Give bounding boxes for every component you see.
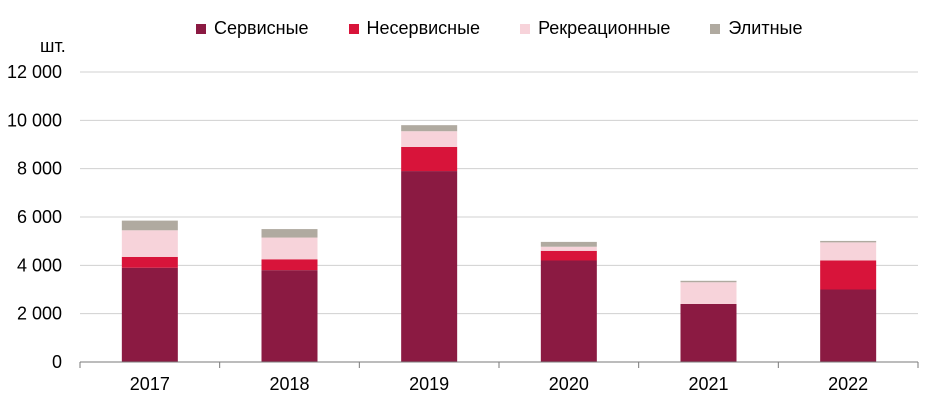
bar-segment — [121, 256, 178, 268]
legend-label: Рекреационные — [538, 18, 671, 38]
legend-label: Сервисные — [214, 18, 309, 38]
bar-segment — [540, 260, 597, 362]
y-tick-label: 12 000 — [7, 62, 62, 82]
legend-label: Несервисные — [366, 18, 481, 38]
bar-segment — [540, 241, 597, 247]
bar-segment — [820, 289, 877, 362]
bar-segment — [401, 146, 458, 172]
bar-segment — [261, 259, 318, 271]
bar-segment — [401, 125, 458, 132]
y-axis-unit-label: шт. — [40, 36, 66, 56]
bar-segment — [261, 237, 318, 260]
bar-segment — [121, 220, 178, 231]
bar-segment — [540, 250, 597, 261]
x-tick-label: 2021 — [688, 374, 728, 394]
x-tick-label: 2019 — [409, 374, 449, 394]
legend-swatch — [710, 23, 721, 34]
bar-segment — [121, 267, 178, 362]
bar-segment — [680, 282, 737, 304]
y-tick-label: 4 000 — [17, 255, 62, 275]
x-tick-label: 2020 — [549, 374, 589, 394]
legend-swatch — [520, 23, 531, 34]
bar-segment — [261, 229, 318, 238]
y-tick-label: 8 000 — [17, 159, 62, 179]
y-tick-label: 0 — [52, 352, 62, 372]
legend-item: Элитные — [710, 18, 802, 39]
axes: 2017 2018 2019 2020 2021 2022 — [79, 361, 919, 394]
legend-swatch — [196, 23, 206, 34]
chart-legend: Сервисные Несервисные Рекреационные Элитные — [196, 18, 842, 39]
legend-item: Рекреационные — [520, 18, 670, 39]
y-tick-label: 6 000 — [17, 207, 62, 227]
bars — [121, 125, 877, 362]
legend-swatch — [348, 23, 359, 34]
bar-segment — [540, 246, 597, 251]
y-tick-label: 2 000 — [17, 304, 62, 324]
legend-label: Элитные — [728, 18, 803, 38]
y-tick-label: 10 000 — [7, 110, 62, 130]
x-tick-label: 2022 — [828, 374, 868, 394]
bar-segment — [121, 230, 178, 257]
grid-lines: 0 2 000 4 000 6 000 8 000 10 000 12 000 — [7, 62, 918, 372]
bar-segment — [820, 242, 877, 261]
x-tick-label: 2017 — [130, 374, 170, 394]
legend-item: Несервисные — [348, 18, 481, 39]
bar-segment — [820, 260, 877, 290]
bar-segment — [401, 131, 458, 147]
bar-segment — [820, 240, 877, 243]
bar-segment — [401, 171, 458, 362]
legend-item: Сервисные — [196, 18, 309, 39]
x-tick-label: 2018 — [269, 374, 309, 394]
bar-segment — [680, 280, 737, 283]
bar-segment — [261, 270, 318, 362]
bar-segment — [680, 304, 737, 362]
